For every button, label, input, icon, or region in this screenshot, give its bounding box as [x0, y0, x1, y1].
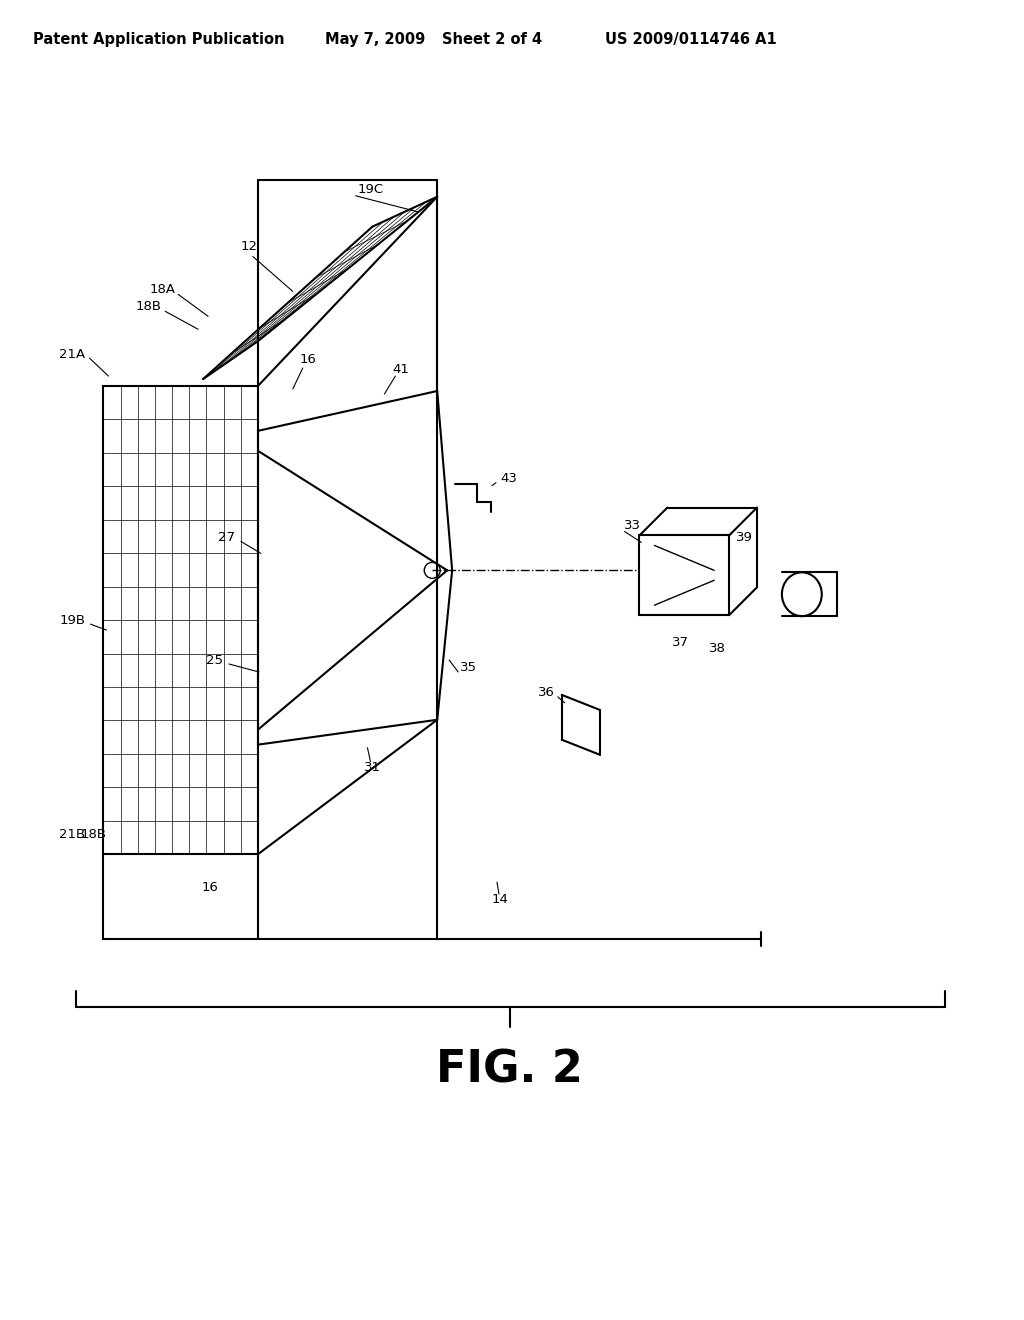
Text: 25: 25: [206, 653, 223, 667]
Text: 16: 16: [202, 880, 218, 894]
Text: May 7, 2009: May 7, 2009: [326, 32, 426, 46]
Text: 43: 43: [500, 473, 517, 486]
Text: 18B: 18B: [81, 828, 106, 841]
Text: 16: 16: [299, 352, 316, 366]
Text: 39: 39: [736, 531, 753, 544]
Text: FIG. 2: FIG. 2: [436, 1049, 584, 1092]
Text: 21B: 21B: [59, 828, 86, 841]
Text: 18A: 18A: [150, 282, 175, 296]
Text: Sheet 2 of 4: Sheet 2 of 4: [442, 32, 542, 46]
Text: 12: 12: [241, 240, 258, 253]
Text: Patent Application Publication: Patent Application Publication: [33, 32, 284, 46]
Text: 19B: 19B: [59, 614, 86, 627]
Text: 21A: 21A: [59, 347, 86, 360]
Text: 36: 36: [538, 686, 555, 700]
Text: US 2009/0114746 A1: US 2009/0114746 A1: [605, 32, 777, 46]
Text: 18B: 18B: [135, 300, 161, 313]
Text: 38: 38: [710, 642, 726, 655]
Text: 35: 35: [460, 661, 477, 675]
Text: 19C: 19C: [357, 183, 384, 197]
Text: 27: 27: [218, 531, 234, 544]
Text: 41: 41: [392, 363, 409, 376]
Text: 37: 37: [673, 635, 689, 648]
Text: 31: 31: [364, 762, 381, 774]
Text: 33: 33: [624, 519, 640, 532]
Text: 14: 14: [492, 892, 508, 906]
